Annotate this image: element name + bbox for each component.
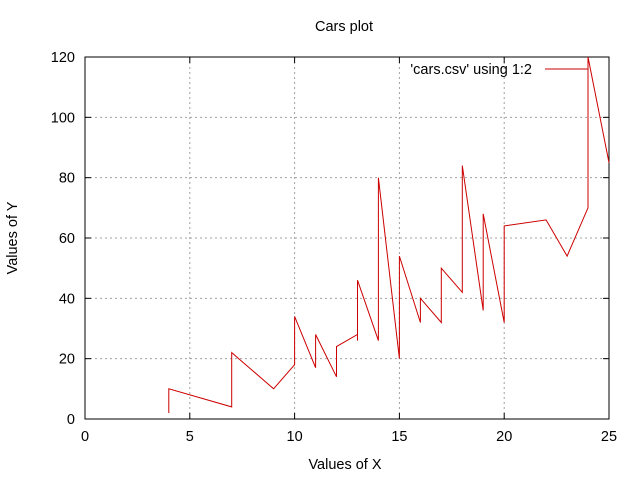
y-tick-label: 120 <box>51 50 75 66</box>
x-tick-label: 5 <box>186 429 194 445</box>
x-tick-label: 25 <box>601 429 617 445</box>
axis-ticks: 0 5 10 15 20 25 0 20 40 60 80 100 120 <box>51 50 617 445</box>
y-tick-label: 60 <box>59 231 75 247</box>
y-tick-label: 0 <box>67 412 75 428</box>
legend-label: 'cars.csv' using 1:2 <box>410 62 532 78</box>
grid-lines <box>85 57 609 419</box>
x-tick-label: 15 <box>391 429 407 445</box>
x-tick-label: 10 <box>287 429 303 445</box>
x-tick-label: 0 <box>81 429 89 445</box>
series-line-0 <box>168 56 610 413</box>
legend: 'cars.csv' using 1:2 <box>410 62 588 78</box>
x-axis-label: Values of X <box>308 457 381 473</box>
chart-title: Cars plot <box>315 19 373 35</box>
y-tick-label: 80 <box>59 171 75 187</box>
series-layer <box>168 56 610 413</box>
x-tick-label: 20 <box>496 429 512 445</box>
y-tick-label: 20 <box>59 352 75 368</box>
y-axis-label: Values of Y <box>5 201 21 274</box>
y-tick-label: 100 <box>51 110 75 126</box>
y-tick-label: 40 <box>59 291 75 307</box>
